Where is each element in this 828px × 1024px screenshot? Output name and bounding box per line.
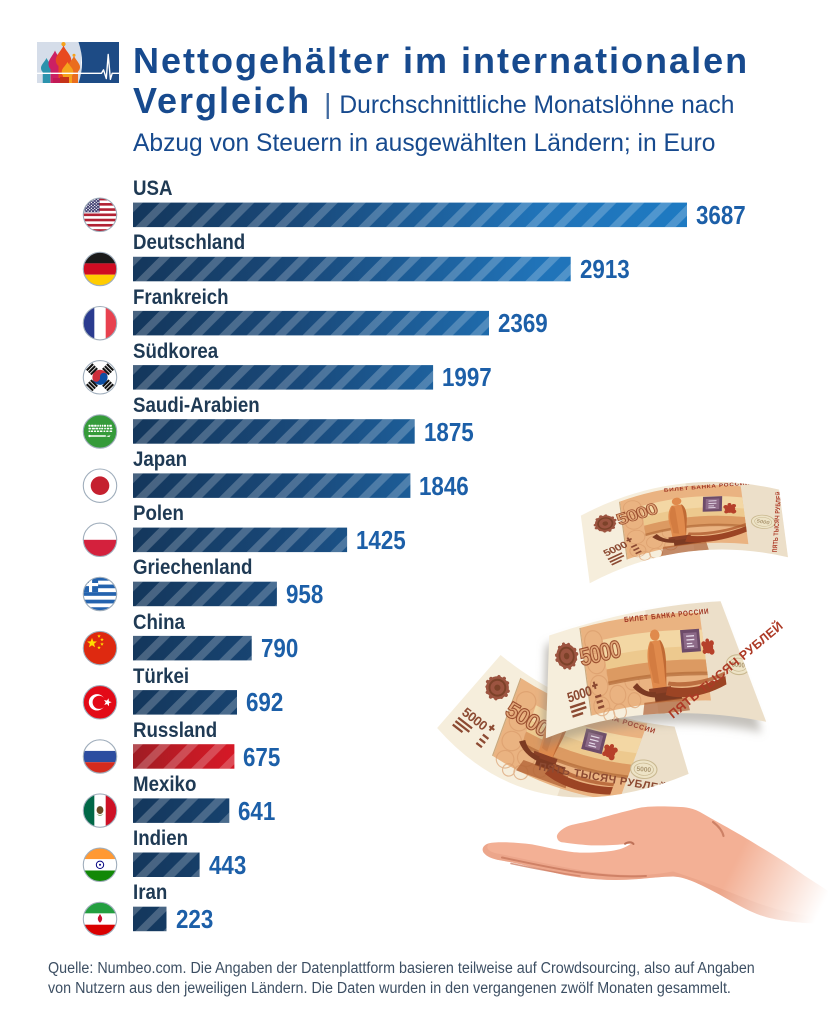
svg-text:5000: 5000: [756, 519, 771, 526]
svg-text:5000: 5000: [636, 766, 651, 774]
svg-text:5000: 5000: [732, 661, 746, 670]
svg-text:5000: 5000: [565, 682, 593, 705]
